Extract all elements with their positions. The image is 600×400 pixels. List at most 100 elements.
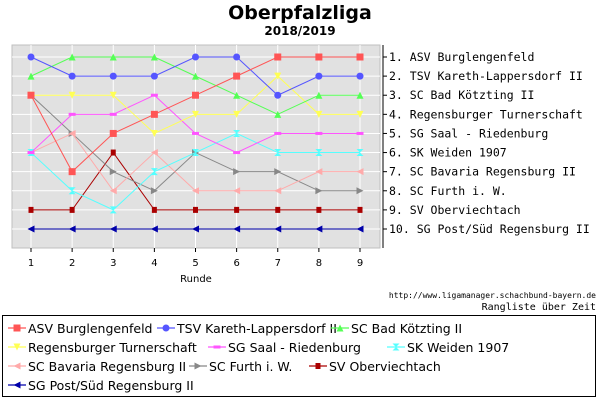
data-point — [233, 151, 241, 155]
data-point — [192, 91, 199, 99]
data-point — [274, 91, 282, 99]
legend-label: SC Furth i. W. — [209, 358, 293, 374]
data-point — [233, 168, 241, 176]
data-point — [274, 149, 282, 157]
x-tick-label: 3 — [110, 258, 116, 269]
right-labels: 1. ASV Burglengenfeld 2. TSV Kareth-Lappe… — [382, 45, 590, 248]
legend-label: SV Oberviechtach — [329, 358, 441, 374]
x-axis: 1 2 3 4 5 6 7 8 9 Runde — [28, 248, 363, 285]
legend-item: SV Oberviechtach — [309, 357, 441, 375]
rank-label: 3. SC Bad Kötzting II — [389, 88, 534, 102]
data-point — [150, 72, 158, 80]
data-point — [150, 129, 158, 137]
data-point — [192, 149, 199, 157]
data-point — [68, 225, 76, 233]
data-point — [315, 149, 323, 157]
data-point — [274, 72, 282, 80]
data-point — [150, 93, 158, 97]
series-6 — [27, 129, 364, 214]
x-axis-title: Runde — [180, 274, 212, 285]
data-point — [192, 72, 199, 80]
rank-label: 8. SC Furth i. W. — [389, 184, 507, 198]
legend-label: SG Saal - Riedenburg — [228, 339, 361, 355]
data-point — [315, 91, 323, 99]
legend-swatch-icon — [309, 363, 327, 369]
data-point — [315, 225, 323, 233]
legend-item: Regensburger Turnerschaft — [8, 338, 197, 356]
data-point — [192, 110, 199, 118]
source-url: http://www.ligamanager.schachbund-bayern… — [388, 291, 596, 300]
rank-label: 9. SV Oberviechtach — [389, 203, 521, 217]
data-point — [68, 91, 76, 99]
data-point — [150, 149, 158, 157]
chart-subtitle: 2018/2019 — [264, 24, 336, 38]
data-point — [68, 112, 76, 116]
data-point — [233, 91, 241, 99]
legend: ASV Burglengenfeld TSV Kareth-Lappersdorf… — [2, 315, 596, 397]
series-3 — [27, 53, 364, 118]
legend-label: Regensburger Turnerschaft — [28, 339, 197, 355]
x-tick-label: 8 — [316, 258, 322, 269]
legend-swatch-icon — [189, 362, 207, 370]
data-point — [274, 168, 282, 176]
x-tick-label: 6 — [233, 258, 239, 269]
data-point — [27, 225, 35, 233]
series-2 — [27, 53, 364, 99]
data-point — [27, 53, 35, 61]
data-point — [27, 91, 35, 99]
data-point — [233, 129, 241, 137]
data-point — [150, 110, 158, 118]
rank-label: 2. TSV Kareth-Lappersdorf II — [389, 69, 583, 83]
data-point — [68, 129, 76, 137]
x-tick-label: 9 — [357, 258, 363, 269]
data-point — [356, 187, 364, 195]
data-point — [193, 206, 198, 213]
data-point — [28, 206, 34, 213]
data-point — [315, 187, 323, 195]
rank-chart: 1 2 3 4 5 6 7 8 9 Runde 1. ASV Burglengenfeld 2. TS… — [11, 44, 590, 285]
legend-label: ASV Burglengenfeld — [28, 320, 153, 336]
data-point — [68, 187, 76, 195]
data-point — [150, 53, 158, 61]
rank-label: 6. SK Weiden 1907 — [389, 146, 507, 160]
rank-label: 4. Regensburger Turnerschaft — [389, 107, 583, 121]
data-point — [68, 168, 76, 176]
data-point — [109, 187, 117, 195]
legend-swatch-icon — [8, 343, 26, 351]
legend-swatch-icon — [331, 324, 349, 332]
legend-swatch-icon — [8, 381, 26, 389]
series-5 — [27, 93, 364, 155]
data-point — [233, 53, 241, 61]
rank-label: 5. SG Saal - Riedenburg — [389, 126, 548, 140]
data-point — [356, 91, 364, 99]
x-tick-label: 5 — [192, 258, 198, 269]
x-tick-label: 7 — [275, 258, 281, 269]
data-point — [192, 225, 199, 233]
data-point — [233, 72, 241, 80]
legend-label: SG Post/Süd Regensburg II — [28, 377, 194, 393]
data-point — [275, 206, 281, 213]
data-point — [109, 168, 117, 176]
data-point — [356, 53, 364, 61]
data-point — [356, 131, 364, 135]
data-point — [274, 225, 282, 233]
legend-label: TSV Kareth-Lappersdorf II — [177, 320, 337, 336]
rank-label: 7. SC Bavaria Regensburg II — [389, 165, 576, 179]
ranking-note: Rangliste über Zeit — [481, 302, 596, 313]
data-point — [315, 72, 323, 80]
legend-item: SK Weiden 1907 — [387, 338, 509, 356]
x-tick-label: 4 — [151, 258, 157, 269]
data-point — [356, 110, 364, 118]
data-point — [27, 151, 35, 155]
data-point — [315, 131, 323, 135]
data-point — [315, 168, 323, 176]
data-point — [192, 53, 199, 61]
data-point — [274, 187, 282, 195]
legend-item: SG Post/Süd Regensburg II — [8, 376, 194, 394]
legend-swatch-icon — [157, 324, 175, 332]
series-9 — [28, 149, 363, 213]
data-point — [109, 72, 117, 80]
legend-item: SC Furth i. W. — [189, 357, 292, 375]
data-point — [151, 206, 157, 213]
legend-label: SC Bad Kötzting II — [351, 320, 463, 336]
